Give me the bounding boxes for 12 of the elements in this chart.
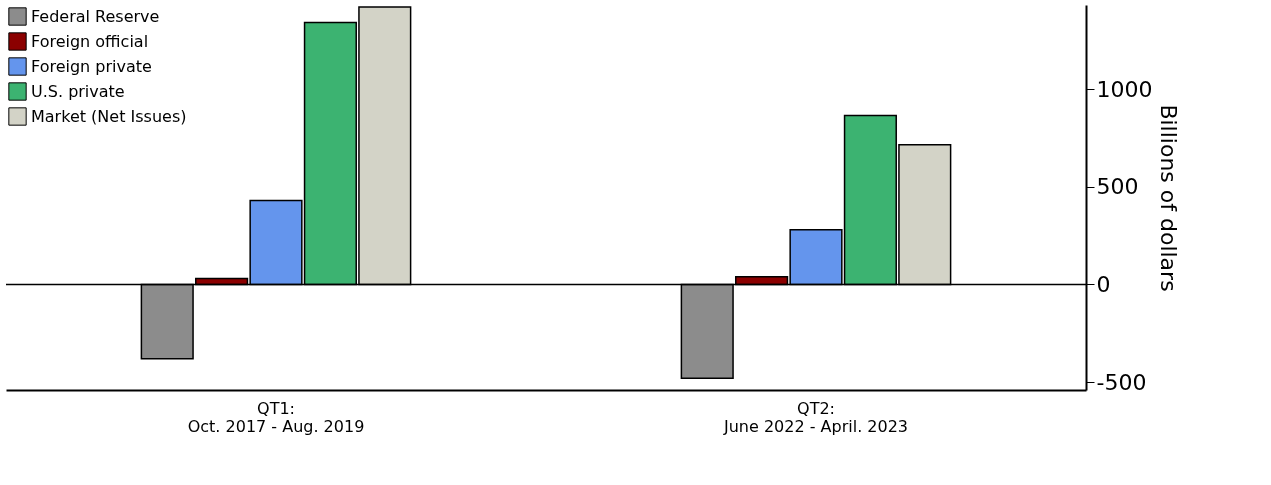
x-tick-label: QT2: June 2022 - April. 2023 bbox=[722, 398, 909, 436]
legend-label: Foreign private bbox=[31, 56, 152, 76]
y-tick-label: 1000 bbox=[1096, 76, 1153, 102]
x-tick-label: QT1: Oct. 2017 - Aug. 2019 bbox=[187, 398, 365, 436]
y-tick-label: 500 bbox=[1096, 174, 1139, 200]
y-tick-label: -500 bbox=[1096, 369, 1147, 395]
legend-label: Foreign official bbox=[31, 31, 149, 51]
legend-label: Market (Net Issues) bbox=[31, 106, 187, 126]
y-tick-label: 0 bbox=[1096, 271, 1111, 297]
legend-label: U.S. private bbox=[31, 81, 125, 101]
legend-label: Federal Reserve bbox=[31, 6, 160, 26]
y-axis-title: Billions of dollars bbox=[1156, 104, 1182, 292]
